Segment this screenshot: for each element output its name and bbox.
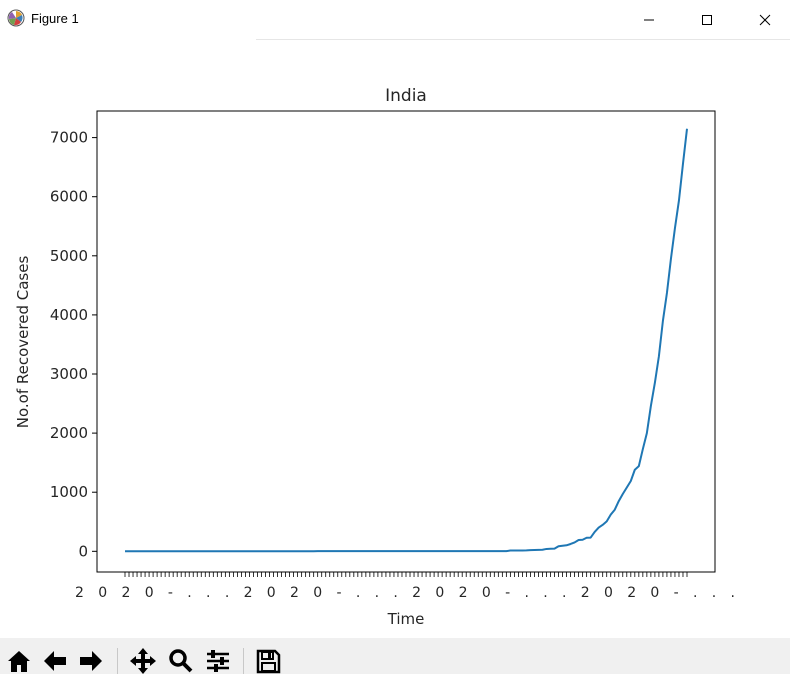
axes-frame	[96, 110, 716, 573]
floppy-disk-icon	[256, 649, 281, 674]
toolbar-separator	[117, 648, 118, 674]
y-tick-label: 7000	[50, 129, 88, 147]
forward-button[interactable]	[76, 646, 106, 674]
y-tick-label: 4000	[50, 306, 88, 324]
sliders-icon	[207, 650, 229, 672]
home-icon	[8, 651, 30, 672]
navigation-toolbar	[0, 638, 790, 674]
configure-subplots-button[interactable]	[203, 646, 233, 674]
y-tick-label: 3000	[50, 365, 88, 383]
pan-button[interactable]	[128, 646, 158, 674]
title-bar: Figure 1	[0, 0, 790, 40]
move-icon	[130, 648, 156, 674]
arrow-right-icon	[80, 651, 102, 671]
y-tick-label: 5000	[50, 247, 88, 265]
window-title: Figure 1	[31, 11, 79, 26]
maximize-button[interactable]	[684, 0, 730, 40]
home-button[interactable]	[4, 646, 34, 674]
zoom-button[interactable]	[166, 646, 196, 674]
figure-canvas[interactable]: 0 1000 2000 3000 4000 5000 6000 7000 2020-...20…	[0, 40, 790, 638]
x-axis-label: Time	[387, 610, 425, 628]
x-axis-ticks: 2020-...2020-...2020-...2020-...	[75, 572, 735, 601]
y-axis-label: No.of Recovered Cases	[14, 256, 32, 429]
minimize-icon	[644, 19, 654, 21]
titlebar-divider	[256, 39, 790, 40]
y-tick-label: 6000	[50, 188, 88, 206]
magnifier-icon	[169, 649, 193, 673]
y-tick-label: 2000	[50, 424, 88, 442]
series-lines	[125, 128, 688, 553]
maximize-icon	[702, 15, 712, 25]
y-tick-label: 1000	[50, 483, 88, 501]
chart-title: India	[385, 86, 427, 106]
y-tick-label: 0	[78, 542, 88, 560]
matplotlib-logo-icon	[7, 9, 25, 27]
x-tick-labels-overlapping: 2020-...2020-...2020-...2020-...	[75, 585, 735, 601]
close-icon	[759, 14, 771, 26]
back-button[interactable]	[40, 646, 70, 674]
save-button[interactable]	[253, 646, 283, 674]
close-button[interactable]	[742, 0, 788, 40]
y-axis-ticks: 0 1000 2000 3000 4000 5000 6000 7000	[50, 129, 97, 560]
recovered-cases-line	[125, 128, 688, 553]
line-chart: 0 1000 2000 3000 4000 5000 6000 7000 2020-...20…	[14, 86, 735, 628]
arrow-left-icon	[44, 651, 66, 671]
minimize-button[interactable]	[626, 0, 672, 40]
toolbar-separator	[243, 648, 244, 674]
